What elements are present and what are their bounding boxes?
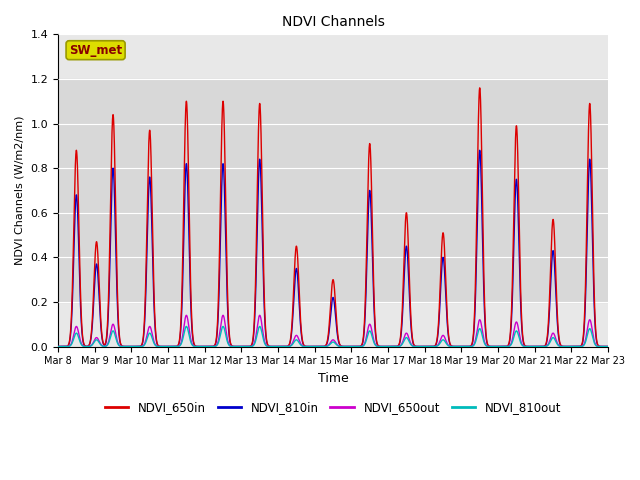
Legend: NDVI_650in, NDVI_810in, NDVI_650out, NDVI_810out: NDVI_650in, NDVI_810in, NDVI_650out, NDV… (100, 396, 566, 419)
Y-axis label: NDVI Channels (W/m2/nm): NDVI Channels (W/m2/nm) (15, 116, 25, 265)
X-axis label: Time: Time (317, 372, 348, 385)
Bar (58, 79, 608, 302)
Text: SW_met: SW_met (69, 44, 122, 57)
Title: NDVI Channels: NDVI Channels (282, 15, 385, 29)
